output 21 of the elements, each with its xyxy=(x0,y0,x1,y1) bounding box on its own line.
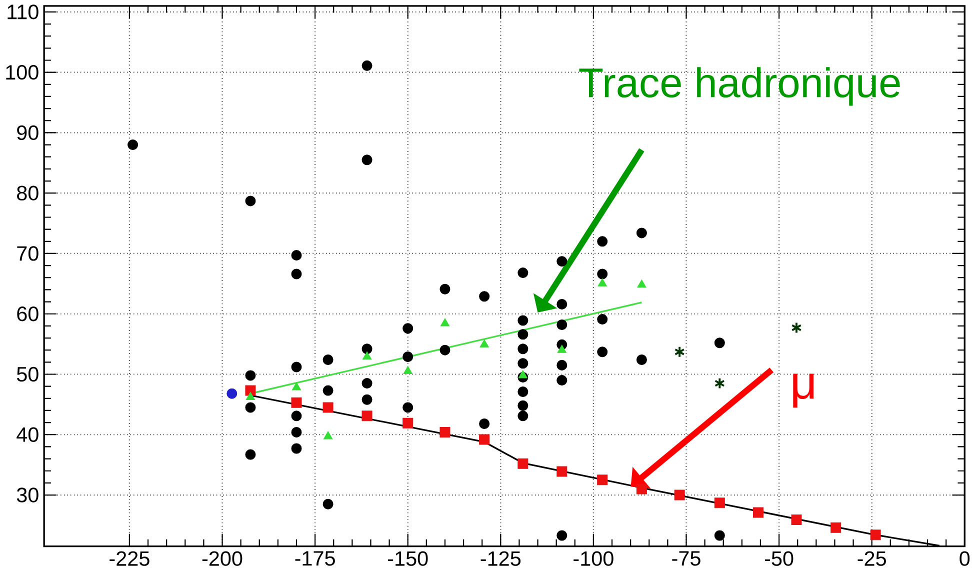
y-tick-label: 40 xyxy=(16,428,38,442)
annotation: Trace hadronique xyxy=(579,67,900,106)
annotation: μ xyxy=(793,374,814,408)
y-tick-label: 80 xyxy=(17,186,38,201)
y-tick-label: 30 xyxy=(16,488,38,503)
y-tick-label: 100 xyxy=(6,65,38,80)
x-tick-label: -175 xyxy=(295,551,335,566)
x-tick-label: -125 xyxy=(480,551,521,566)
x-tick-label: -200 xyxy=(202,551,242,566)
y-tick-label: 60 xyxy=(17,306,38,322)
x-tick-label: -100 xyxy=(574,551,614,566)
x-tick-label: -150 xyxy=(388,551,428,566)
y-tick-label: 110 xyxy=(8,4,38,20)
x-tick-label: -25 xyxy=(858,551,886,566)
y-tick-label: 50 xyxy=(16,367,38,382)
x-tick-label: -225 xyxy=(110,551,150,566)
x-tick-label: -75 xyxy=(672,551,700,566)
x-tick-label: -50 xyxy=(764,551,794,566)
y-tick-label: 90 xyxy=(17,126,38,140)
x-tick-label: 0 xyxy=(960,551,970,566)
y-tick-label: 70 xyxy=(17,246,38,262)
